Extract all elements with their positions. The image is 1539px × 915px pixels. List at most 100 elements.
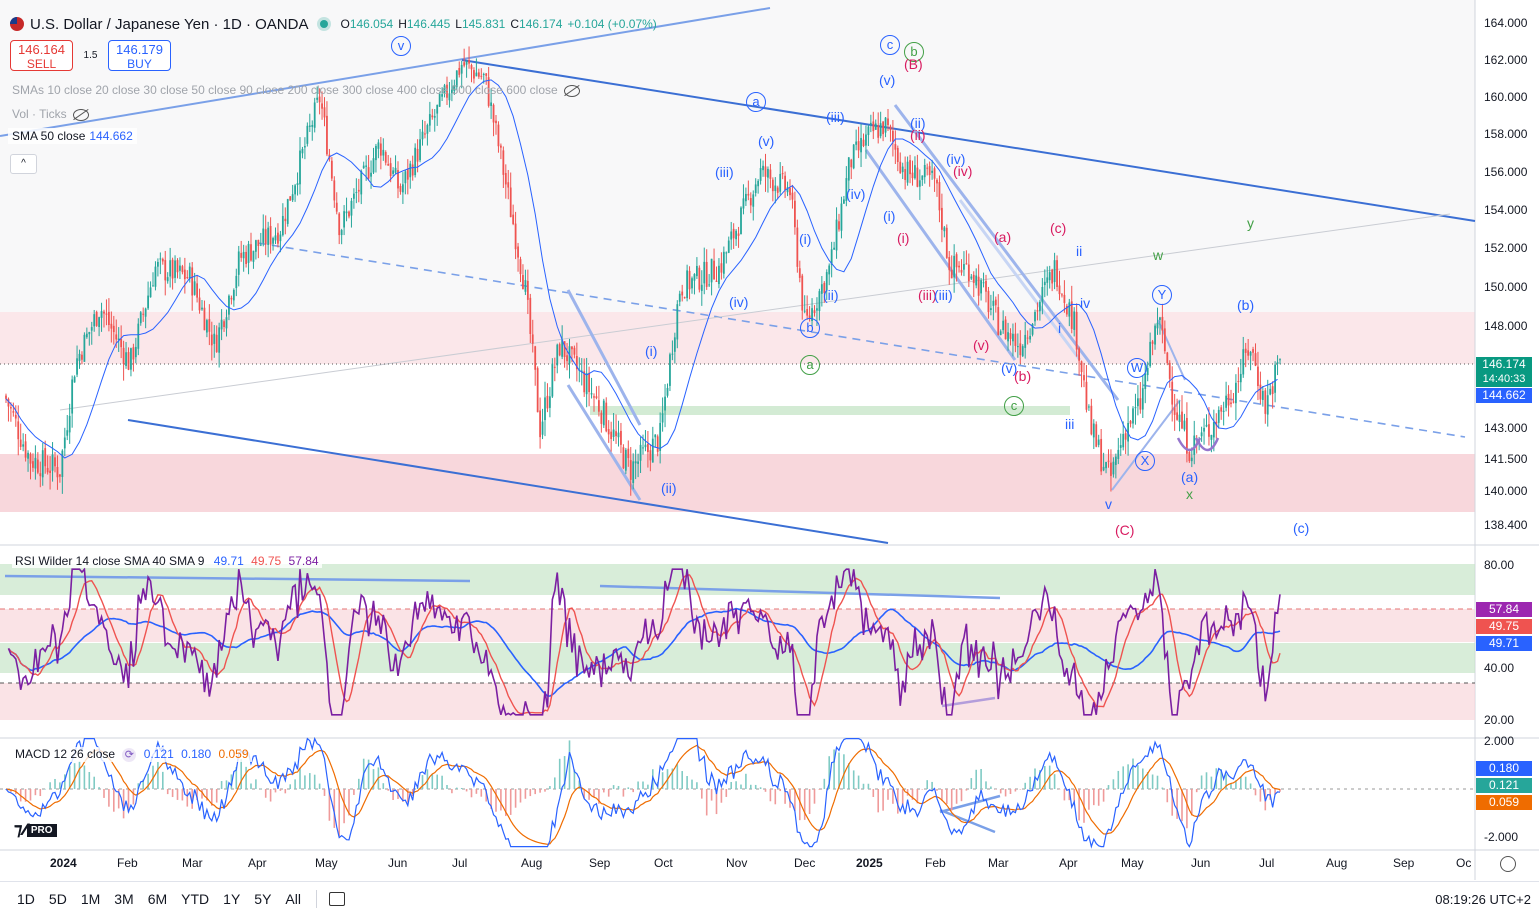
- wave-label[interactable]: (iii): [934, 287, 953, 303]
- wave-label[interactable]: (i): [799, 231, 812, 247]
- wave-label[interactable]: (iii): [715, 164, 734, 180]
- wave-label[interactable]: (iv): [846, 186, 866, 202]
- macd-bar: [921, 789, 924, 790]
- range-1y-button[interactable]: 1Y: [223, 890, 241, 907]
- wave-label[interactable]: b: [800, 318, 820, 338]
- sync-icon[interactable]: ⟳: [122, 747, 137, 762]
- candle-body: [1092, 423, 1095, 438]
- wave-label[interactable]: (ii): [823, 287, 839, 303]
- wave-label[interactable]: X: [1135, 451, 1155, 471]
- wave-label[interactable]: (iii): [826, 109, 845, 125]
- sell-button[interactable]: 146.164 SELL: [10, 40, 73, 71]
- rsi-label: RSI Wilder 14 close SMA 40 SMA 9: [15, 554, 205, 568]
- wave-label[interactable]: w: [1153, 247, 1164, 263]
- wave-label[interactable]: iii: [1065, 416, 1075, 432]
- wave-label[interactable]: a: [800, 355, 820, 375]
- macd-bar: [617, 785, 620, 789]
- sma50-value: 144.662: [89, 129, 133, 143]
- wave-label[interactable]: (B): [904, 56, 923, 72]
- macd-legend[interactable]: MACD 12 26 close ⟳ 0.121 0.180 0.059: [12, 747, 252, 762]
- trend-lines[interactable]: [0, 7, 1476, 544]
- calendar-icon[interactable]: [328, 891, 345, 906]
- wave-label[interactable]: (c): [1293, 520, 1310, 536]
- range-6m-button[interactable]: 6M: [147, 890, 168, 907]
- range-5d-button[interactable]: 5D: [48, 890, 67, 907]
- wave-label[interactable]: (v): [973, 337, 990, 353]
- range-all-button[interactable]: All: [285, 890, 301, 907]
- wave-label[interactable]: v: [1105, 496, 1112, 512]
- tradingview-logo[interactable]: ⁊ ⁄⁄ PRO: [14, 820, 57, 840]
- candle-body: [1114, 456, 1117, 465]
- wave-label[interactable]: (i): [883, 208, 896, 224]
- macd-bar: [588, 789, 590, 800]
- wave-label[interactable]: c: [880, 35, 900, 55]
- macd-bar: [367, 759, 370, 789]
- candle-body: [134, 346, 137, 358]
- wave-label[interactable]: ii: [1076, 243, 1083, 259]
- wave-label[interactable]: v: [391, 36, 411, 56]
- collapse-legend-button[interactable]: ^: [10, 154, 37, 174]
- wave-label[interactable]: (v): [1001, 360, 1018, 376]
- wave-label[interactable]: (a): [994, 229, 1012, 245]
- wave-label[interactable]: iv: [1080, 295, 1091, 311]
- wave-label[interactable]: (v): [879, 72, 896, 88]
- wave-label[interactable]: i: [1058, 320, 1062, 336]
- wave-label[interactable]: (i): [645, 343, 658, 359]
- sma50-legend[interactable]: SMA 50 close 144.662: [8, 128, 137, 144]
- clock[interactable]: 08:19:26 UTC+2: [1435, 892, 1531, 907]
- wave-label[interactable]: x: [1186, 486, 1193, 502]
- wave-label[interactable]: Y: [1152, 285, 1172, 305]
- macd-bar: [686, 776, 688, 789]
- hidden-eye-icon[interactable]: [563, 84, 580, 97]
- candle-body: [1043, 281, 1046, 286]
- wave-label[interactable]: b: [904, 42, 924, 62]
- symbol-legend[interactable]: U.S. Dollar / Japanese Yen · 1D · OANDA …: [10, 14, 662, 34]
- wave-label[interactable]: (v): [758, 133, 775, 149]
- candle-body: [791, 192, 794, 200]
- candle-body: [1122, 433, 1125, 448]
- range-3m-button[interactable]: 3M: [114, 890, 134, 907]
- buy-button[interactable]: 146.179 BUY: [108, 40, 171, 71]
- macd-bar: [318, 783, 321, 789]
- volume-indicator-label[interactable]: Vol · Ticks: [12, 107, 89, 121]
- settings-gear-icon[interactable]: [1500, 856, 1516, 872]
- wave-label[interactable]: (iv): [729, 294, 749, 310]
- candle-body: [816, 308, 818, 311]
- range-1m-button[interactable]: 1M: [80, 890, 101, 907]
- macd-bar: [441, 775, 443, 789]
- candle-body: [112, 325, 115, 333]
- wave-label[interactable]: a: [746, 92, 766, 112]
- macd-bar: [754, 784, 757, 789]
- wave-label[interactable]: (ii): [910, 127, 926, 143]
- wave-label[interactable]: (c): [1050, 220, 1067, 236]
- candle-body: [460, 64, 463, 74]
- wave-label[interactable]: W: [1127, 358, 1147, 378]
- wave-label[interactable]: (C): [1115, 522, 1135, 538]
- range-1d-button[interactable]: 1D: [17, 890, 35, 907]
- hidden-eye-icon[interactable]: [72, 108, 89, 121]
- macd-bar: [299, 768, 301, 789]
- wave-label[interactable]: (iv): [953, 163, 973, 179]
- wave-label[interactable]: y: [1247, 215, 1254, 231]
- wave-label[interactable]: (a): [1181, 469, 1199, 485]
- range-ytd-button[interactable]: YTD: [181, 890, 210, 907]
- wave-label[interactable]: (i): [897, 230, 910, 246]
- wave-label[interactable]: (b): [1014, 368, 1032, 384]
- candle-body: [414, 147, 417, 176]
- range-5y-button[interactable]: 5Y: [254, 890, 272, 907]
- macd-bar: [1073, 789, 1075, 806]
- wave-label[interactable]: (ii): [661, 480, 677, 496]
- rsi-legend[interactable]: RSI Wilder 14 close SMA 40 SMA 9 49.71 4…: [12, 554, 322, 568]
- wave-label[interactable]: c: [1004, 396, 1024, 416]
- wave-label[interactable]: (ii): [910, 115, 926, 131]
- wave-label[interactable]: (iv): [946, 151, 966, 167]
- symbol-title[interactable]: U.S. Dollar / Japanese Yen · 1D · OANDA: [30, 15, 309, 33]
- smas-indicator-label[interactable]: SMAs 10 close 20 close 30 close 50 close…: [12, 83, 580, 97]
- wave-label[interactable]: (iii): [918, 287, 937, 303]
- candle-body: [958, 265, 960, 268]
- candle-body: [453, 85, 456, 92]
- candle-body: [1237, 380, 1240, 382]
- macd-bar: [78, 761, 81, 789]
- wave-label[interactable]: (b): [1237, 297, 1255, 313]
